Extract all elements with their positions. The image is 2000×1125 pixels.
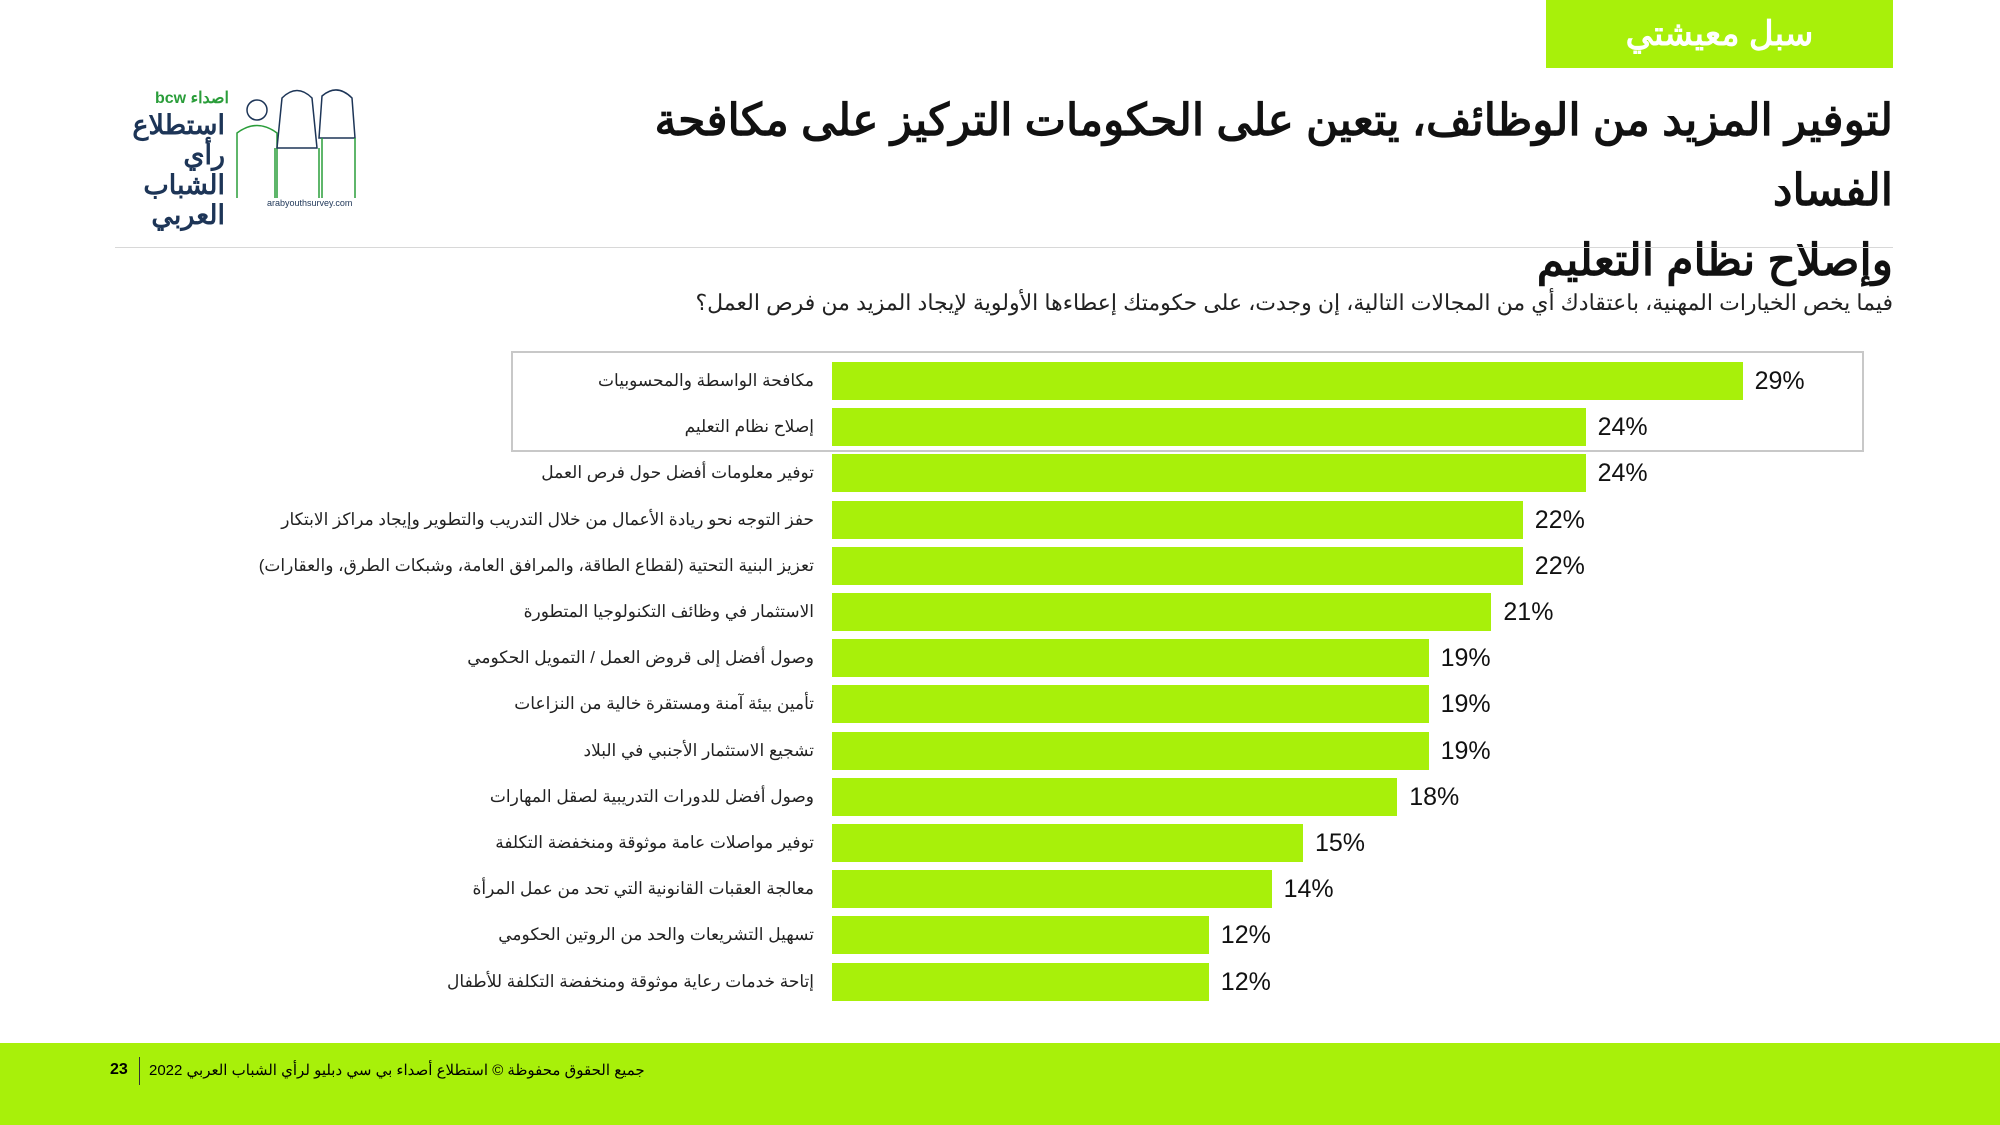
category-label: مكافحة الواسطة والمحسوبيات bbox=[598, 371, 814, 390]
bar bbox=[832, 870, 1272, 909]
bar bbox=[832, 593, 1492, 631]
value-label: 12% bbox=[1220, 967, 1271, 996]
category-label: توفير معلومات أفضل حول فرص العمل bbox=[541, 463, 814, 483]
category-label: الاستثمار في وظائف التكنولوجيا المتطورة bbox=[523, 602, 814, 621]
value-label: 15% bbox=[1315, 829, 1366, 857]
bar bbox=[832, 639, 1429, 678]
bar bbox=[832, 731, 1429, 770]
page-title: لتوفير المزيد من الوظائف، يتعين على الحك… bbox=[593, 86, 1893, 296]
value-label: 24% bbox=[1597, 459, 1648, 488]
value-label: 24% bbox=[1597, 413, 1648, 442]
survey-logo: bcw اصداء استطلاع رأي الشباب العربي arab… bbox=[115, 88, 356, 230]
category-label: تسهيل التشريعات والحد من الروتين الحكومي bbox=[498, 925, 814, 945]
chart-row: تأمين بيئة آمنة ومستقرة خالية من النزاعا… bbox=[0, 685, 2000, 724]
chart-row: وصول أفضل إلى قروض العمل / التمويل الحكو… bbox=[0, 639, 2000, 678]
bar bbox=[832, 408, 1586, 447]
bar bbox=[832, 362, 1743, 400]
survey-question: فيما يخص الخيارات المهنية، باعتقادك أي م… bbox=[695, 290, 1893, 315]
bar bbox=[832, 777, 1398, 816]
bar bbox=[832, 685, 1429, 724]
value-label: 29% bbox=[1754, 367, 1805, 395]
footer: 23 جميع الحقوق محفوظة © استطلاع أصداء بي… bbox=[0, 1043, 2000, 1125]
category-label: تشجيع الاستثمار الأجنبي في البلاد bbox=[583, 740, 814, 760]
category-label: وصول أفضل للدورات التدريبية لصقل المهارا… bbox=[489, 786, 814, 806]
divider bbox=[115, 247, 1893, 248]
bar bbox=[832, 916, 1209, 955]
highlight-box bbox=[511, 351, 1864, 452]
category-label: حفز التوجه نحو ريادة الأعمال من خلال الت… bbox=[281, 509, 814, 529]
title-line: لتوفير المزيد من الوظائف، يتعين على الحك… bbox=[654, 96, 1893, 215]
logo-text: استطلاع رأي الشباب العربي bbox=[132, 110, 225, 230]
value-label: 14% bbox=[1283, 875, 1334, 904]
category-label: إتاحة خدمات رعاية موثوقة ومنخفضة التكلفة… bbox=[447, 971, 814, 991]
category-label: وصول أفضل إلى قروض العمل / التمويل الحكو… bbox=[467, 648, 814, 668]
value-label: 22% bbox=[1534, 551, 1585, 580]
chart-row: توفير معلومات أفضل حول فرص العمل 24% bbox=[0, 454, 2000, 493]
copyright-text: جميع الحقوق محفوظة © استطلاع أصداء بي سي… bbox=[149, 1062, 645, 1079]
chart-row: توفير مواصلات عامة موثوقة ومنخفضة التكلف… bbox=[0, 824, 2000, 862]
category-label: معالجة العقبات القانونية التي تحد من عمل… bbox=[472, 879, 814, 899]
bar bbox=[832, 546, 1523, 585]
category-label: توفير مواصلات عامة موثوقة ومنخفضة التكلف… bbox=[495, 833, 814, 852]
bar bbox=[832, 962, 1209, 1001]
value-label: 19% bbox=[1440, 690, 1491, 719]
chart-row: إصلاح نظام التعليم 24% bbox=[0, 408, 2000, 447]
title-line: وإصلاح نظام التعليم bbox=[1536, 236, 1893, 285]
page-number: 23 bbox=[110, 1061, 128, 1078]
chart-row: إتاحة خدمات رعاية موثوقة ومنخفضة التكلفة… bbox=[0, 962, 2000, 1001]
logo-brand: bcw اصداء bbox=[155, 90, 229, 107]
value-label: 18% bbox=[1409, 782, 1460, 811]
chart-row: تعزيز البنية التحتية (لقطاع الطاقة، والم… bbox=[0, 546, 2000, 585]
chart-row: الاستثمار في وظائف التكنولوجيا المتطورة 2… bbox=[0, 593, 2000, 631]
value-label: 19% bbox=[1440, 644, 1491, 673]
bar bbox=[832, 824, 1303, 862]
value-label: 19% bbox=[1440, 736, 1491, 765]
footer-separator bbox=[139, 1057, 140, 1085]
chart-row: مكافحة الواسطة والمحسوبيات 29% bbox=[0, 362, 2000, 400]
chart-row: حفز التوجه نحو ريادة الأعمال من خلال الت… bbox=[0, 500, 2000, 539]
section-tab: سبل معيشتي bbox=[1546, 0, 1893, 68]
category-label: تعزيز البنية التحتية (لقطاع الطاقة، والم… bbox=[258, 555, 814, 575]
bar bbox=[832, 454, 1586, 493]
value-label: 12% bbox=[1220, 921, 1271, 950]
bar bbox=[832, 500, 1523, 539]
value-label: 21% bbox=[1503, 598, 1554, 626]
chart-row: تشجيع الاستثمار الأجنبي في البلاد 19% bbox=[0, 731, 2000, 770]
category-label: تأمين بيئة آمنة ومستقرة خالية من النزاعا… bbox=[514, 694, 814, 714]
chart-row: تسهيل التشريعات والحد من الروتين الحكومي… bbox=[0, 916, 2000, 955]
chart-row: معالجة العقبات القانونية التي تحد من عمل… bbox=[0, 870, 2000, 909]
chart-row: وصول أفضل للدورات التدريبية لصقل المهارا… bbox=[0, 777, 2000, 816]
logo-url: arabyouthsurvey.com bbox=[267, 198, 353, 208]
value-label: 22% bbox=[1534, 505, 1585, 534]
people-illustration-icon bbox=[236, 89, 356, 198]
category-label: إصلاح نظام التعليم bbox=[684, 417, 814, 437]
